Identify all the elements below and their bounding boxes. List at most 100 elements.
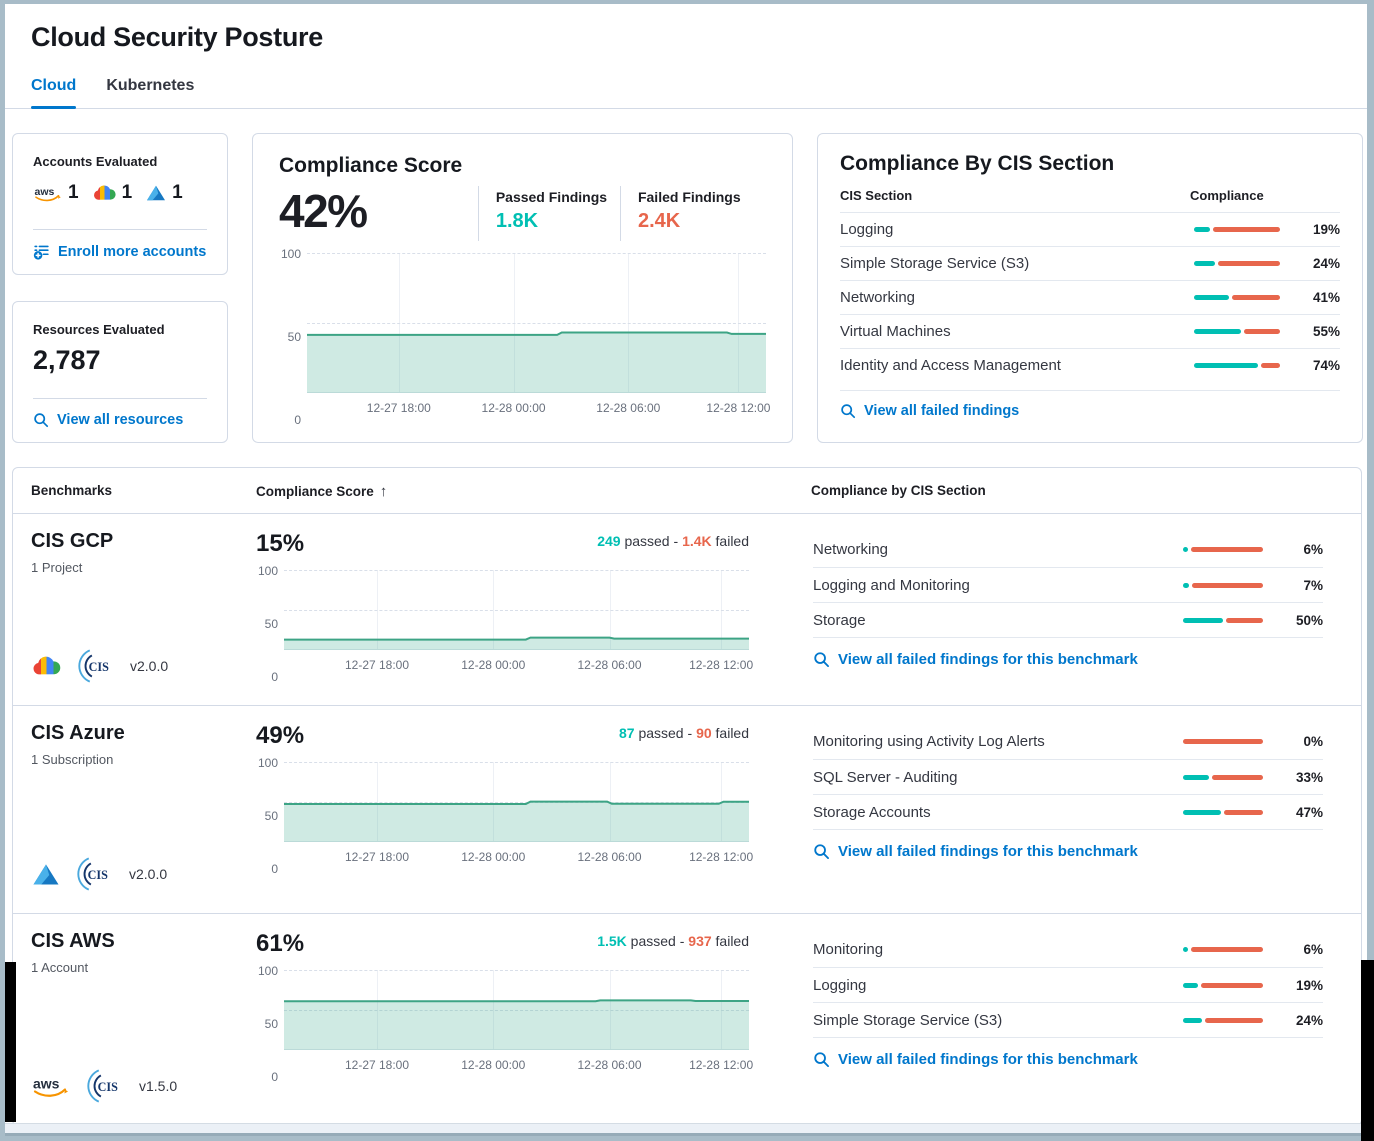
column-header-compliance-by-cis-section: Compliance by CIS Section — [811, 483, 986, 498]
benchmark-version: v2.0.0 — [129, 866, 168, 882]
compliance-bar — [1183, 739, 1263, 744]
compliance-score-value: 42% — [279, 185, 368, 237]
benchmark-section-row[interactable]: Storage 50% — [813, 602, 1323, 637]
view-failed-findings-benchmark-link[interactable]: View all failed findings for this benchm… — [813, 843, 1138, 860]
dashboard-content: Accounts Evaluated aws 1 1 — [5, 109, 1367, 1123]
compliance-by-cis-section-card: Compliance By CIS Section CIS Section Co… — [817, 133, 1363, 443]
benchmark-section-row[interactable]: Logging and Monitoring 7% — [813, 567, 1323, 602]
cis-logo-icon: CIS — [84, 1067, 122, 1105]
azure-icon — [145, 184, 167, 202]
page-title: Cloud Security Posture — [31, 22, 323, 52]
benchmark-section-row[interactable]: Logging 19% — [813, 967, 1323, 1002]
column-header-cis-section: CIS Section — [840, 188, 913, 203]
cis-logo-icon: CIS — [74, 855, 112, 893]
area-chart — [284, 570, 749, 650]
compliance-bar — [1183, 809, 1263, 815]
benchmark-name: CIS GCP — [31, 530, 114, 552]
page-header: Cloud Security Posture — [5, 4, 1367, 53]
compliance-bar — [1183, 947, 1263, 952]
failed-findings-value: 2.4K — [637, 210, 681, 232]
view-all-failed-findings-link[interactable]: View all failed findings — [840, 403, 1019, 419]
list-add-icon — [33, 243, 50, 260]
column-header-compliance: Compliance — [1190, 188, 1264, 203]
cis-section-row[interactable]: Logging 19% — [840, 212, 1340, 246]
benchmark-version: v1.5.0 — [139, 1078, 178, 1094]
search-icon — [813, 1051, 830, 1068]
compliance-score-title: Compliance Score — [279, 154, 463, 177]
benchmark-section-row[interactable]: Monitoring using Activity Log Alerts 0% — [813, 733, 1323, 750]
background-strip-right — [1361, 960, 1374, 1141]
area-chart — [284, 762, 749, 842]
benchmark-name: CIS Azure — [31, 722, 125, 744]
compliance-bar — [1183, 774, 1263, 780]
benchmark-score: 49% — [256, 722, 305, 749]
compliance-bar — [1183, 547, 1263, 552]
benchmark-scope: 1 Subscription — [31, 752, 114, 767]
column-header-compliance-score[interactable]: Compliance Score ↑ — [256, 483, 388, 500]
gcp-icon — [92, 184, 117, 202]
passed-failed-summary: 87 passed - 90 failed — [618, 725, 749, 741]
benchmark-section-row[interactable]: Networking 6% — [813, 541, 1323, 558]
passed-failed-summary: 1.5K passed - 937 failed — [597, 933, 749, 949]
gcp-icon — [31, 655, 62, 677]
passed-findings-value: 1.8K — [495, 210, 539, 232]
resources-evaluated-card: Resources Evaluated 2,787 View all resou… — [12, 301, 228, 443]
svg-text:CIS: CIS — [98, 1080, 118, 1094]
tab-bar: Cloud Kubernetes — [5, 77, 1367, 109]
compliance-bar — [1194, 295, 1280, 300]
failed-findings-label: Failed Findings — [637, 189, 741, 205]
cis-section-row[interactable]: Virtual Machines 55% — [840, 314, 1340, 348]
svg-text:CIS: CIS — [88, 868, 108, 882]
benchmark-score: 15% — [256, 530, 305, 557]
compliance-bar — [1194, 227, 1280, 232]
aws-icon: aws — [33, 184, 63, 203]
cis-section-card-title: Compliance By CIS Section — [840, 152, 1115, 175]
compliance-score-trend-chart: 100 50 0 12-27 18:00 12-28 00:00 — [280, 247, 771, 427]
tab-kubernetes[interactable]: Kubernetes — [106, 77, 195, 94]
divider — [33, 229, 207, 230]
benchmark-trend-chart: 100 50 0 12-27 18:00 12-28 00:00 12-28 06:00… — [257, 564, 754, 684]
aws-account-count: aws 1 — [33, 182, 79, 203]
passed-findings-label: Passed Findings — [495, 189, 608, 205]
accounts-evaluated-title: Accounts Evaluated — [33, 154, 158, 169]
search-icon — [840, 403, 856, 419]
benchmark-row-cis-azure: CIS Azure 1 Subscription CIS v2.0.0 — [13, 705, 1361, 913]
provider-counts: aws 1 1 — [33, 182, 207, 204]
background-strip-left — [5, 962, 16, 1122]
window-bottom-band — [5, 1123, 1367, 1136]
divider — [33, 398, 207, 399]
benchmark-scope: 1 Project — [31, 560, 83, 575]
svg-text:CIS: CIS — [89, 660, 109, 674]
search-icon — [813, 843, 830, 860]
passed-failed-summary: 249 passed - 1.4K failed — [597, 533, 749, 549]
svg-text:aws: aws — [35, 186, 55, 198]
resources-evaluated-title: Resources Evaluated — [33, 322, 165, 337]
area-chart — [284, 970, 749, 1050]
cis-section-row[interactable]: Networking 41% — [840, 280, 1340, 314]
cis-section-row[interactable]: Simple Storage Service (S3) 24% — [840, 246, 1340, 280]
failed-findings-stat: Failed Findings 2.4K — [619, 186, 766, 241]
cis-section-row[interactable]: Identity and Access Management 74% — [840, 348, 1340, 382]
enroll-more-accounts-link[interactable]: Enroll more accounts — [33, 243, 207, 260]
view-all-resources-link[interactable]: View all resources — [33, 412, 207, 428]
accounts-evaluated-card: Accounts Evaluated aws 1 1 — [12, 133, 228, 275]
compliance-bar — [1194, 329, 1280, 334]
benchmark-section-row[interactable]: Monitoring 6% — [813, 941, 1323, 958]
benchmark-scope: 1 Account — [31, 960, 89, 975]
aws-icon: aws — [31, 1074, 71, 1099]
benchmark-score: 61% — [256, 930, 305, 957]
benchmark-section-row[interactable]: Storage Accounts 47% — [813, 794, 1323, 829]
benchmark-section-row[interactable]: SQL Server - Auditing 33% — [813, 759, 1323, 794]
search-icon — [813, 651, 830, 668]
view-failed-findings-benchmark-link[interactable]: View all failed findings for this benchm… — [813, 651, 1138, 668]
svg-text:aws: aws — [33, 1075, 60, 1091]
sort-ascending-icon: ↑ — [379, 483, 388, 500]
tab-cloud[interactable]: Cloud — [31, 77, 77, 109]
benchmark-section-row[interactable]: Simple Storage Service (S3) 24% — [813, 1002, 1323, 1037]
view-failed-findings-benchmark-link[interactable]: View all failed findings for this benchm… — [813, 1051, 1138, 1068]
compliance-score-card: Compliance Score 42% Passed Findings 1.8… — [252, 133, 793, 443]
compliance-bar — [1183, 582, 1263, 588]
compliance-bar — [1194, 363, 1280, 368]
search-icon — [33, 412, 49, 428]
compliance-bar — [1194, 261, 1280, 266]
